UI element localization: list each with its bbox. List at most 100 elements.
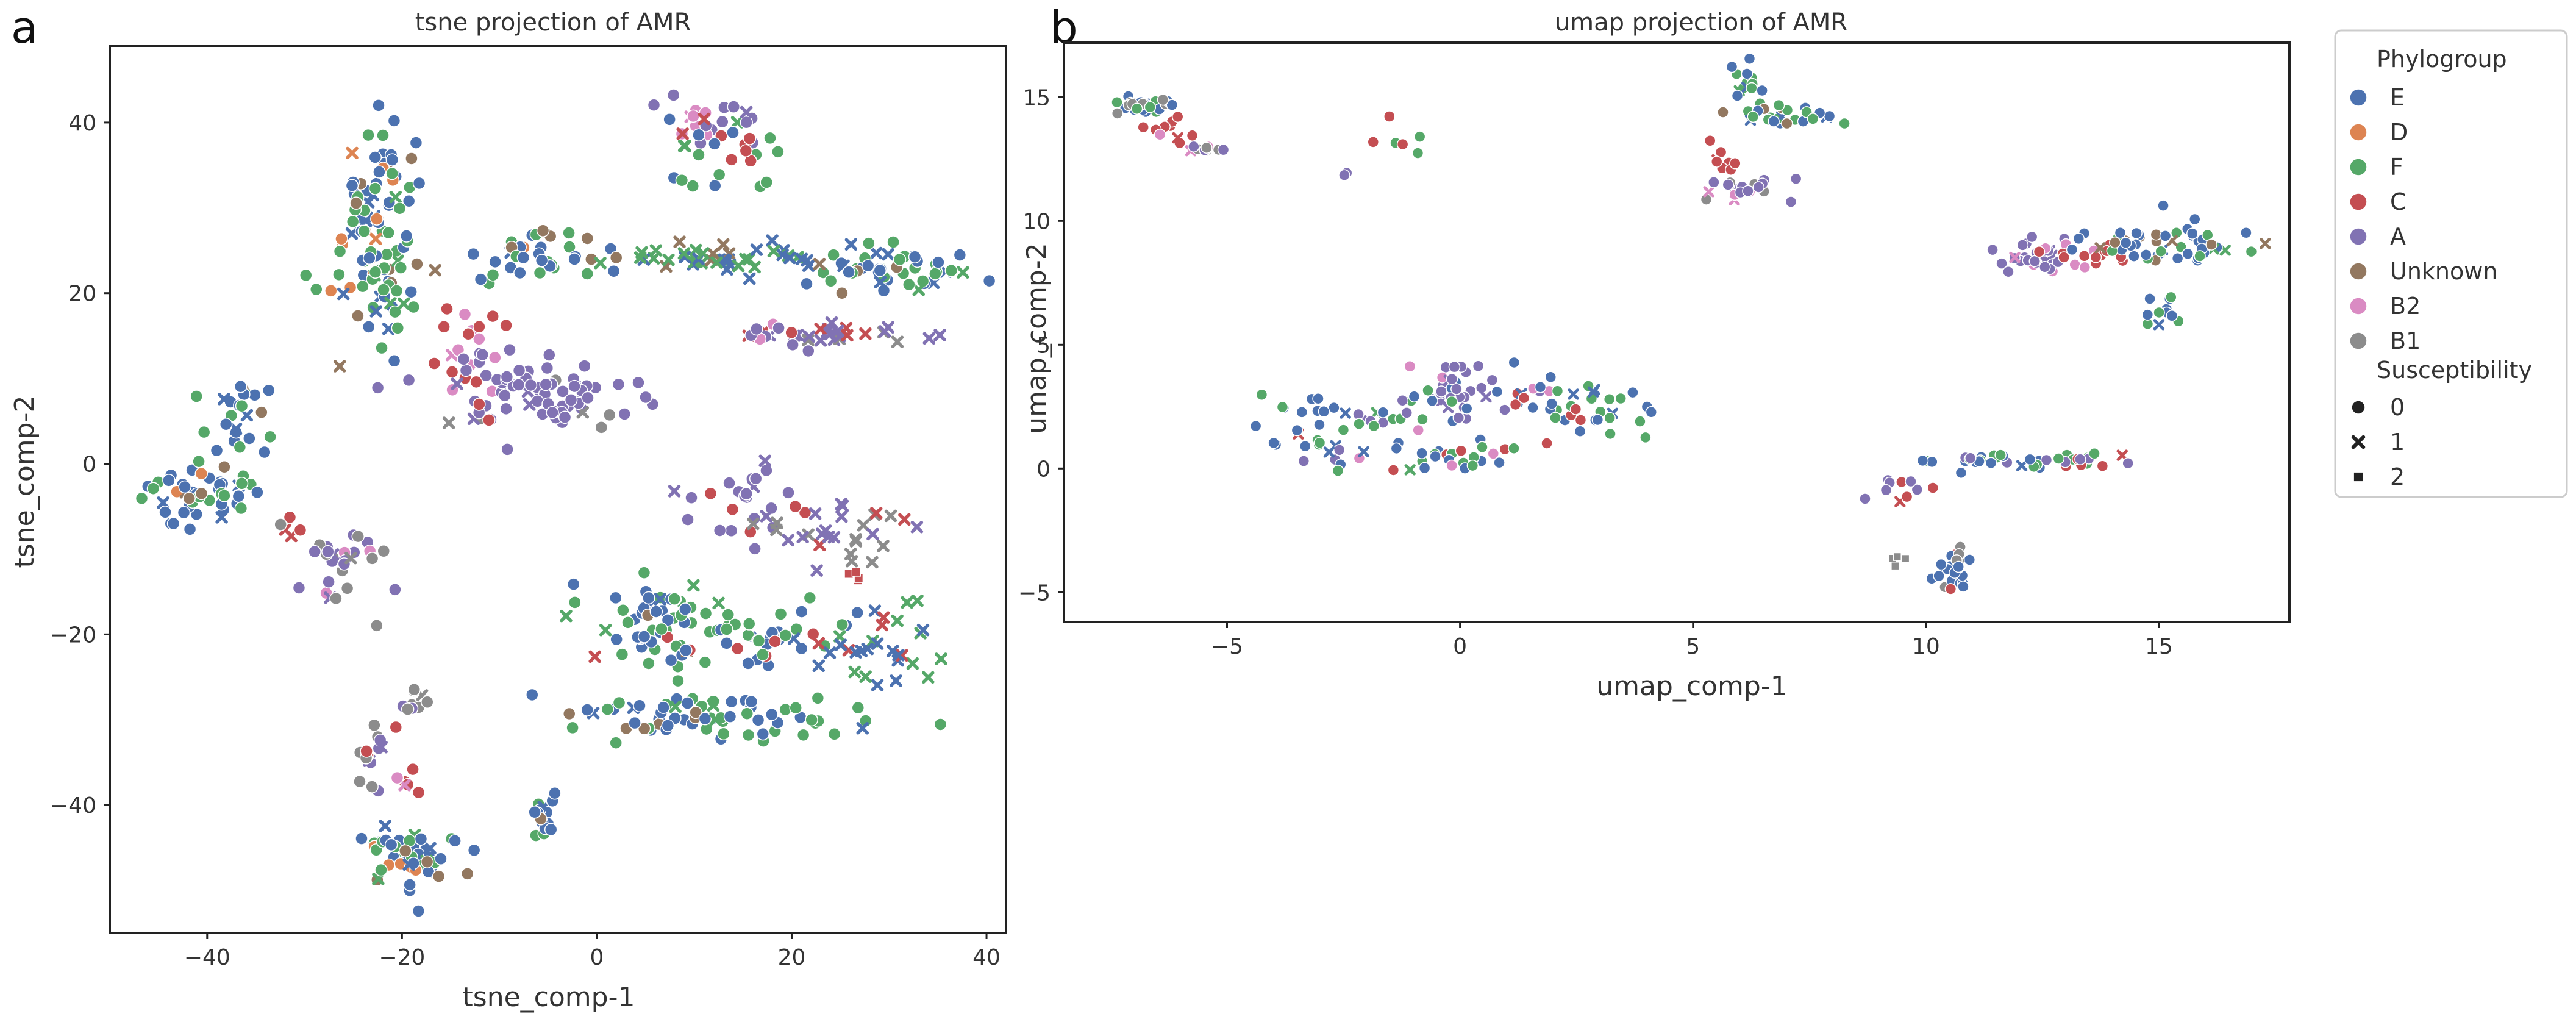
umap-xtick-label: 10 xyxy=(1912,634,1940,659)
umap-point xyxy=(2114,227,2127,239)
tsne-point xyxy=(434,852,448,866)
tsne-point xyxy=(536,224,550,237)
umap-xlabel: umap_comp-1 xyxy=(1596,671,1787,702)
umap-point xyxy=(1411,147,1424,159)
umap-point xyxy=(1591,413,1604,426)
legend-swatch-a xyxy=(2349,227,2367,246)
umap-point xyxy=(1358,446,1369,458)
umap-point xyxy=(2058,251,2070,263)
tsne-point xyxy=(405,152,418,165)
tsne-point xyxy=(457,352,471,366)
umap-point xyxy=(1130,102,1143,115)
tsne-point xyxy=(308,545,321,559)
tsne-point xyxy=(765,501,778,515)
tsne-point xyxy=(812,659,826,673)
umap-point xyxy=(1435,385,1447,398)
tsne-point xyxy=(668,485,681,498)
tsne-point xyxy=(486,268,500,282)
tsne-point xyxy=(402,858,415,871)
tsne-point xyxy=(785,326,798,340)
tsne-point xyxy=(687,109,700,123)
panel-letter-a: a xyxy=(11,2,38,53)
tsne-point xyxy=(146,482,160,495)
tsne-point xyxy=(183,523,197,536)
umap-point xyxy=(1508,356,1520,369)
tsne-point xyxy=(740,707,754,721)
umap-point xyxy=(1544,371,1557,384)
tsne-point xyxy=(524,378,538,392)
tsne-point xyxy=(412,176,426,190)
tsne-point xyxy=(523,398,536,411)
umap-point xyxy=(1785,196,1797,208)
tsne-point xyxy=(671,674,685,688)
umap-point xyxy=(1893,552,1902,561)
tsne-point xyxy=(710,256,723,269)
umap-point xyxy=(1188,140,1200,153)
umap-point xyxy=(1717,106,1729,118)
umap-point xyxy=(2189,213,2201,226)
legend-label-a: A xyxy=(2390,223,2406,250)
tsne-point xyxy=(720,637,733,650)
umap-point xyxy=(1985,457,1997,470)
umap-point xyxy=(1476,441,1488,454)
tsne-point xyxy=(827,727,841,741)
tsne-point xyxy=(673,235,686,248)
tsne-point xyxy=(898,513,911,526)
umap-point xyxy=(1499,404,1511,416)
tsne-point xyxy=(346,215,360,229)
umap-point xyxy=(1741,68,1754,80)
umap-point xyxy=(2122,457,2134,470)
tsne-point xyxy=(743,132,757,145)
tsne-point xyxy=(462,327,476,341)
tsne-point xyxy=(353,774,366,788)
umap-point xyxy=(1404,360,1416,373)
tsne-point xyxy=(473,332,486,346)
umap-point xyxy=(1466,459,1479,472)
tsne-point xyxy=(618,407,632,421)
tsne-point xyxy=(812,637,826,650)
tsne-point xyxy=(393,201,407,215)
tsne-point xyxy=(857,519,870,532)
tsne-point xyxy=(832,324,844,337)
tsne-point xyxy=(813,257,826,271)
umap-point xyxy=(1645,406,1658,418)
tsne-point xyxy=(274,518,287,531)
tsne-point xyxy=(790,622,803,636)
tsne-point xyxy=(360,214,373,227)
tsne-point xyxy=(982,274,996,288)
umap-xtick-label: 5 xyxy=(1686,634,1700,659)
tsne-point xyxy=(739,252,752,266)
umap-point xyxy=(1472,360,1485,373)
tsne-point xyxy=(258,445,271,459)
legend-label-susceptibility-2: 2 xyxy=(2390,463,2405,490)
tsne-point xyxy=(717,727,730,741)
tsne-point xyxy=(685,491,698,504)
umap-point xyxy=(2182,248,2194,260)
umap-point xyxy=(1404,464,1416,476)
tsne-point xyxy=(866,556,879,569)
tsne-point xyxy=(399,844,412,858)
tsne-panel: a tsne projection of AMR −40 −20 0 20 40 −40 −… xyxy=(9,2,1007,1013)
tsne-point xyxy=(458,307,472,321)
umap-point xyxy=(2033,246,2046,258)
tsne-point xyxy=(612,377,626,391)
umap-point xyxy=(2159,230,2172,242)
legend-box xyxy=(2334,29,2568,498)
tsne-point xyxy=(526,688,539,702)
umap-panel: b umap projection of AMR −5 0 5 10 15−505101… xyxy=(1018,2,2291,702)
legend-marker-circle xyxy=(2351,400,2366,415)
umap-point xyxy=(2240,226,2252,239)
tsne-point xyxy=(500,370,514,384)
tsne-point xyxy=(588,650,601,663)
umap-point xyxy=(1772,99,1785,112)
tsne-point xyxy=(822,531,835,543)
tsne-point xyxy=(368,182,382,195)
legend-swatch-b1 xyxy=(2349,332,2367,350)
tsne-point xyxy=(814,334,827,347)
tsne-point xyxy=(482,413,496,427)
umap-point xyxy=(1172,132,1183,144)
tsne-point xyxy=(563,240,576,254)
tsne-point xyxy=(666,88,680,102)
tsne-point xyxy=(333,245,347,258)
tsne-point xyxy=(332,268,346,282)
